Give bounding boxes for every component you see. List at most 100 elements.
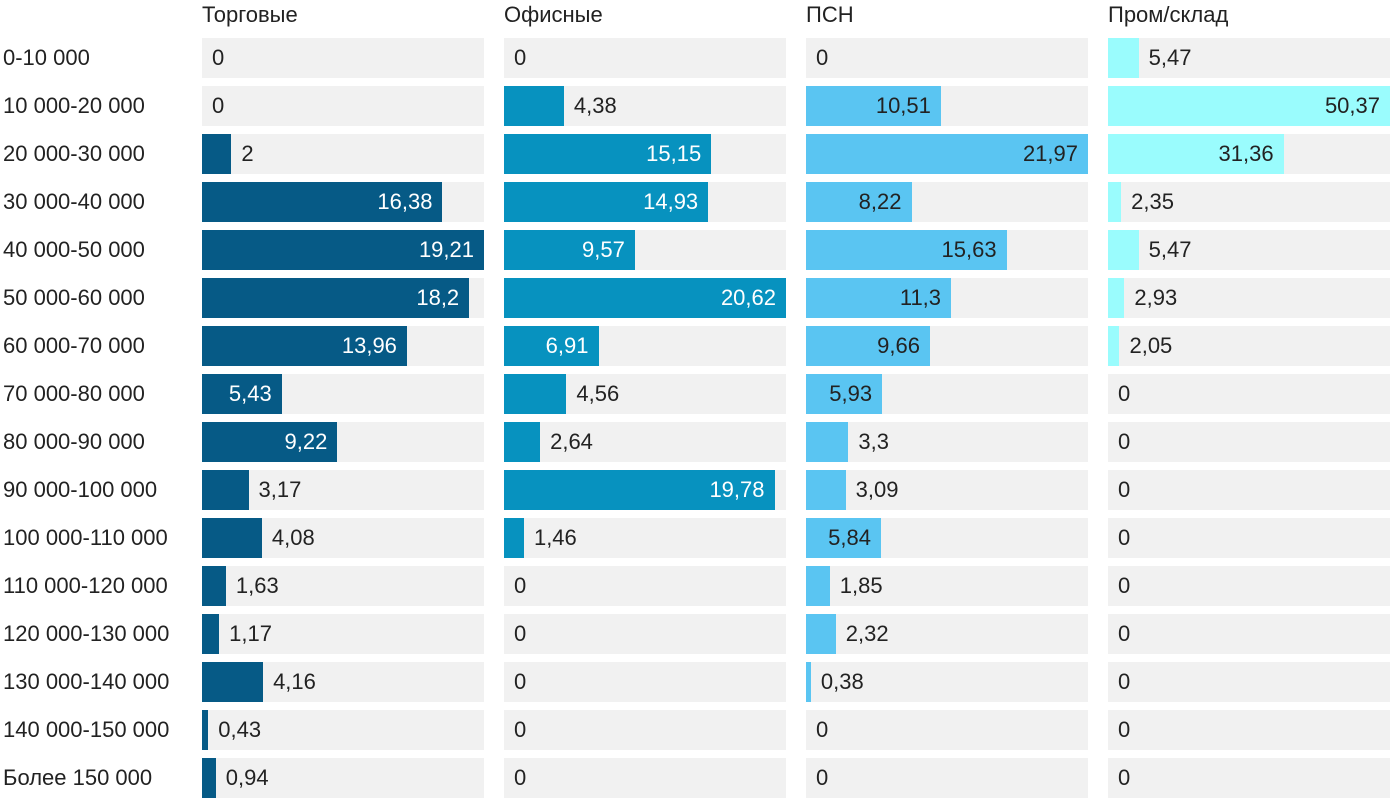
bar-track: 0	[504, 662, 786, 702]
data-label: 15,63	[941, 237, 997, 262]
data-label: 1,17	[229, 621, 272, 646]
bar-track: 3,09	[806, 470, 1088, 510]
bar-track: 5,43	[202, 374, 484, 414]
data-label: 0	[816, 717, 829, 742]
bar-track: 50,37	[1108, 86, 1390, 126]
bar-track: 0	[1108, 470, 1390, 510]
bar	[806, 662, 811, 702]
bar-track: 0	[1108, 518, 1390, 558]
bar	[1108, 86, 1390, 126]
bar-track: 1,85	[806, 566, 1088, 606]
bar	[806, 374, 883, 414]
bar-track: 19,78	[504, 470, 786, 510]
bar-track: 9,57	[504, 230, 786, 270]
series-title: Пром/склад	[1108, 2, 1229, 27]
bar	[1108, 182, 1122, 222]
bar-track: 18,2	[202, 278, 484, 318]
data-label: 0	[1118, 381, 1131, 406]
bar	[202, 326, 407, 366]
data-label: 10,51	[875, 93, 931, 118]
bar-track: 5,84	[806, 518, 1088, 558]
data-label: 0,38	[820, 669, 864, 694]
data-label: 0	[514, 717, 527, 742]
data-label: 21,97	[1022, 141, 1078, 166]
data-label: 5,47	[1148, 237, 1192, 262]
bar-track: 0	[504, 758, 786, 798]
data-label: 0	[514, 669, 527, 694]
category-label: 60 000-70 000	[3, 333, 145, 358]
category-label: 110 000-120 000	[3, 573, 168, 598]
data-label: 9,22	[284, 429, 328, 454]
bar-track: 0,43	[202, 710, 484, 750]
bar-track: 0	[202, 86, 484, 126]
data-label: 20,62	[720, 285, 776, 310]
data-label: 1,46	[533, 525, 577, 550]
bar	[504, 374, 567, 414]
bar	[202, 422, 338, 462]
bar	[806, 422, 849, 462]
bar	[202, 614, 220, 654]
data-label: 0	[816, 765, 829, 790]
data-label: 0	[212, 45, 225, 70]
bar	[202, 758, 216, 798]
data-label: 0,94	[225, 765, 269, 790]
bar	[202, 518, 262, 558]
bar	[806, 134, 1088, 174]
bar	[202, 662, 264, 702]
bar	[806, 182, 912, 222]
bar	[1108, 230, 1139, 270]
data-label: 19,78	[709, 477, 765, 502]
data-label: 2,32	[845, 621, 889, 646]
bar-track: 15,63	[806, 230, 1088, 270]
bar-track: 2	[202, 134, 484, 174]
data-label: 5,47	[1148, 45, 1192, 70]
data-label: 3,3	[858, 429, 889, 454]
data-label: 8,22	[858, 189, 902, 214]
data-label: 0	[1118, 621, 1131, 646]
bar-track: 0,38	[806, 662, 1088, 702]
bar-track: 2,32	[806, 614, 1088, 654]
bar	[202, 374, 282, 414]
data-label: 0	[1118, 477, 1131, 502]
bar	[806, 86, 941, 126]
bar-track: 20,62	[504, 278, 786, 318]
data-label: 50,37	[1324, 93, 1380, 118]
bar	[1108, 326, 1120, 366]
data-label: 19,21	[418, 237, 474, 262]
data-label: 16,38	[377, 189, 433, 214]
bar-track: 0	[1108, 662, 1390, 702]
bar-track: 2,35	[1108, 182, 1390, 222]
data-label: 4,56	[576, 381, 620, 406]
bar	[504, 422, 541, 462]
bar-track: 0	[202, 38, 484, 78]
category-label: 20 000-30 000	[3, 141, 145, 166]
data-label: 6,91	[545, 333, 589, 358]
series-title: Торговые	[202, 2, 298, 27]
bar	[504, 470, 775, 510]
data-label: 5,84	[828, 525, 871, 550]
bar	[202, 134, 232, 174]
bar-track: 1,17	[202, 614, 484, 654]
bar	[202, 182, 443, 222]
bar-track: 0,94	[202, 758, 484, 798]
data-label: 3,17	[258, 477, 302, 502]
bar-track: 8,22	[806, 182, 1088, 222]
data-label: 1,63	[235, 573, 279, 598]
data-label: 11,3	[899, 285, 942, 310]
bar-track: 1,46	[504, 518, 786, 558]
bar-track: 0	[504, 710, 786, 750]
category-label: 130 000-140 000	[3, 669, 170, 694]
bar-track: 15,15	[504, 134, 786, 174]
bar	[202, 470, 249, 510]
bar-track: 9,22	[202, 422, 484, 462]
bar-track: 3,3	[806, 422, 1088, 462]
category-label: 120 000-130 000	[3, 621, 170, 646]
data-label: 0	[1118, 669, 1131, 694]
bar	[504, 230, 635, 270]
data-label: 9,66	[877, 333, 920, 358]
data-label: 31,36	[1218, 141, 1274, 166]
series-title: Офисные	[504, 2, 603, 27]
data-label: 4,16	[273, 669, 316, 694]
bar	[504, 326, 599, 366]
data-label: 2,35	[1131, 189, 1174, 214]
